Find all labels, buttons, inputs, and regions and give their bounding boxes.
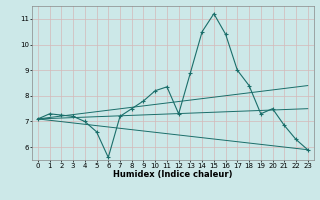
X-axis label: Humidex (Indice chaleur): Humidex (Indice chaleur) [113,170,233,179]
